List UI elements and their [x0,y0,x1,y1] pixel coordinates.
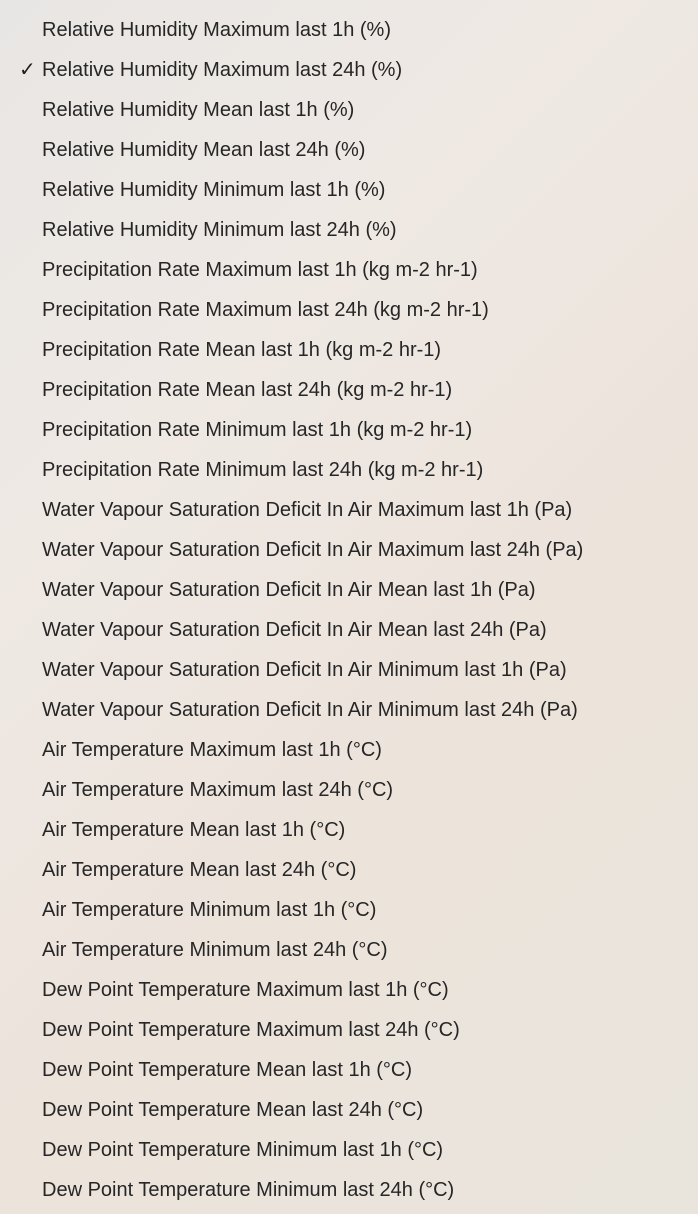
menu-item[interactable]: Precipitation Rate Maximum last 1h (kg m… [0,250,698,290]
menu-item-label: Air Temperature Minimum last 1h (°C) [42,899,377,921]
menu-item[interactable]: Dew Point Temperature Maximum last 1h (°… [0,970,698,1010]
menu-item[interactable]: Dew Point Temperature Maximum last 24h (… [0,1010,698,1050]
menu-item-label: Air Temperature Mean last 1h (°C) [42,819,346,841]
menu-item[interactable]: Relative Humidity Minimum last 1h (%) [0,170,698,210]
menu-item[interactable]: Water Vapour Saturation Deficit In Air M… [0,530,698,570]
menu-item[interactable]: Water Vapour Saturation Deficit In Air M… [0,690,698,730]
menu-item[interactable]: Water Vapour Saturation Deficit In Air M… [0,490,698,530]
menu-item-label: Air Temperature Maximum last 24h (°C) [42,779,394,801]
menu-item[interactable]: Dew Point Temperature Mean last 24h (°C) [0,1090,698,1130]
menu-item-label: Precipitation Rate Minimum last 1h (kg m… [42,419,473,441]
menu-item-label: Precipitation Rate Minimum last 24h (kg … [42,459,484,481]
menu-item[interactable]: Dew Point Temperature Minimum last 1h (°… [0,1130,698,1170]
menu-item[interactable]: Precipitation Rate Mean last 24h (kg m-2… [0,370,698,410]
menu-item[interactable]: Dew Point Temperature Minimum last 24h (… [0,1170,698,1210]
menu-item[interactable]: Relative Humidity Mean last 24h (%) [0,130,698,170]
menu-item-label: Water Vapour Saturation Deficit In Air M… [42,499,573,521]
menu-item[interactable]: Air Temperature Mean last 1h (°C) [0,810,698,850]
menu-item-label: Air Temperature Minimum last 24h (°C) [42,939,388,961]
checkmark-icon: ✓ [19,59,36,81]
menu-item-label: Water Vapour Saturation Deficit In Air M… [42,699,578,721]
menu-item[interactable]: Precipitation Rate Minimum last 24h (kg … [0,450,698,490]
menu-item-label: Relative Humidity Minimum last 24h (%) [42,219,397,241]
menu-item-label: Water Vapour Saturation Deficit In Air M… [42,659,567,681]
menu-item-label: Relative Humidity Maximum last 24h (%) [42,59,403,81]
menu-item[interactable]: Water Vapour Saturation Deficit In Air M… [0,650,698,690]
menu-item-label: Relative Humidity Minimum last 1h (%) [42,179,386,201]
menu-item[interactable]: Relative Humidity Mean last 1h (%) [0,90,698,130]
menu-item-label: Dew Point Temperature Mean last 24h (°C) [42,1099,424,1121]
menu-item-label: Relative Humidity Mean last 1h (%) [42,99,355,121]
menu-item-label: Dew Point Temperature Maximum last 1h (°… [42,979,449,1001]
menu-item-label: Dew Point Temperature Minimum last 24h (… [42,1179,455,1201]
menu-item-label: Precipitation Rate Maximum last 1h (kg m… [42,259,478,281]
menu-item-label: Water Vapour Saturation Deficit In Air M… [42,619,547,641]
menu-item[interactable]: Precipitation Rate Mean last 1h (kg m-2 … [0,330,698,370]
menu-item[interactable]: ✓ Relative Humidity Maximum last 24h (%) [0,50,698,90]
menu-item-label: Air Temperature Mean last 24h (°C) [42,859,357,881]
menu-item-label: Relative Humidity Mean last 24h (%) [42,139,366,161]
menu-item[interactable]: Air Temperature Maximum last 24h (°C) [0,770,698,810]
menu-item[interactable]: Air Temperature Minimum last 24h (°C) [0,930,698,970]
menu-item[interactable]: Relative Humidity Maximum last 1h (%) [0,10,698,50]
menu-item-label: Precipitation Rate Maximum last 24h (kg … [42,299,489,321]
menu-item[interactable]: Water Vapour Saturation Deficit In Air M… [0,610,698,650]
menu-item-label: Water Vapour Saturation Deficit In Air M… [42,539,584,561]
menu-item[interactable]: Air Temperature Mean last 24h (°C) [0,850,698,890]
menu-item[interactable]: Precipitation Rate Maximum last 24h (kg … [0,290,698,330]
menu-item-label: Water Vapour Saturation Deficit In Air M… [42,579,536,601]
menu-item[interactable]: Air Temperature Maximum last 1h (°C) [0,730,698,770]
menu-item-label: Dew Point Temperature Maximum last 24h (… [42,1019,460,1041]
menu-item[interactable]: Relative Humidity Minimum last 24h (%) [0,210,698,250]
menu-item-label: Precipitation Rate Mean last 24h (kg m-2… [42,379,453,401]
menu-item[interactable]: Water Vapour Saturation Deficit In Air M… [0,570,698,610]
menu-item-label: Air Temperature Maximum last 1h (°C) [42,739,382,761]
menu-item-label: Relative Humidity Maximum last 1h (%) [42,19,391,41]
menu-item-label: Dew Point Temperature Mean last 1h (°C) [42,1059,413,1081]
menu-item[interactable]: Precipitation Rate Minimum last 1h (kg m… [0,410,698,450]
menu-item-label: Precipitation Rate Mean last 1h (kg m-2 … [42,339,442,361]
menu-item[interactable]: Air Temperature Minimum last 1h (°C) [0,890,698,930]
menu-item[interactable]: Dew Point Temperature Mean last 1h (°C) [0,1050,698,1090]
menu-item-label: Dew Point Temperature Minimum last 1h (°… [42,1139,444,1161]
